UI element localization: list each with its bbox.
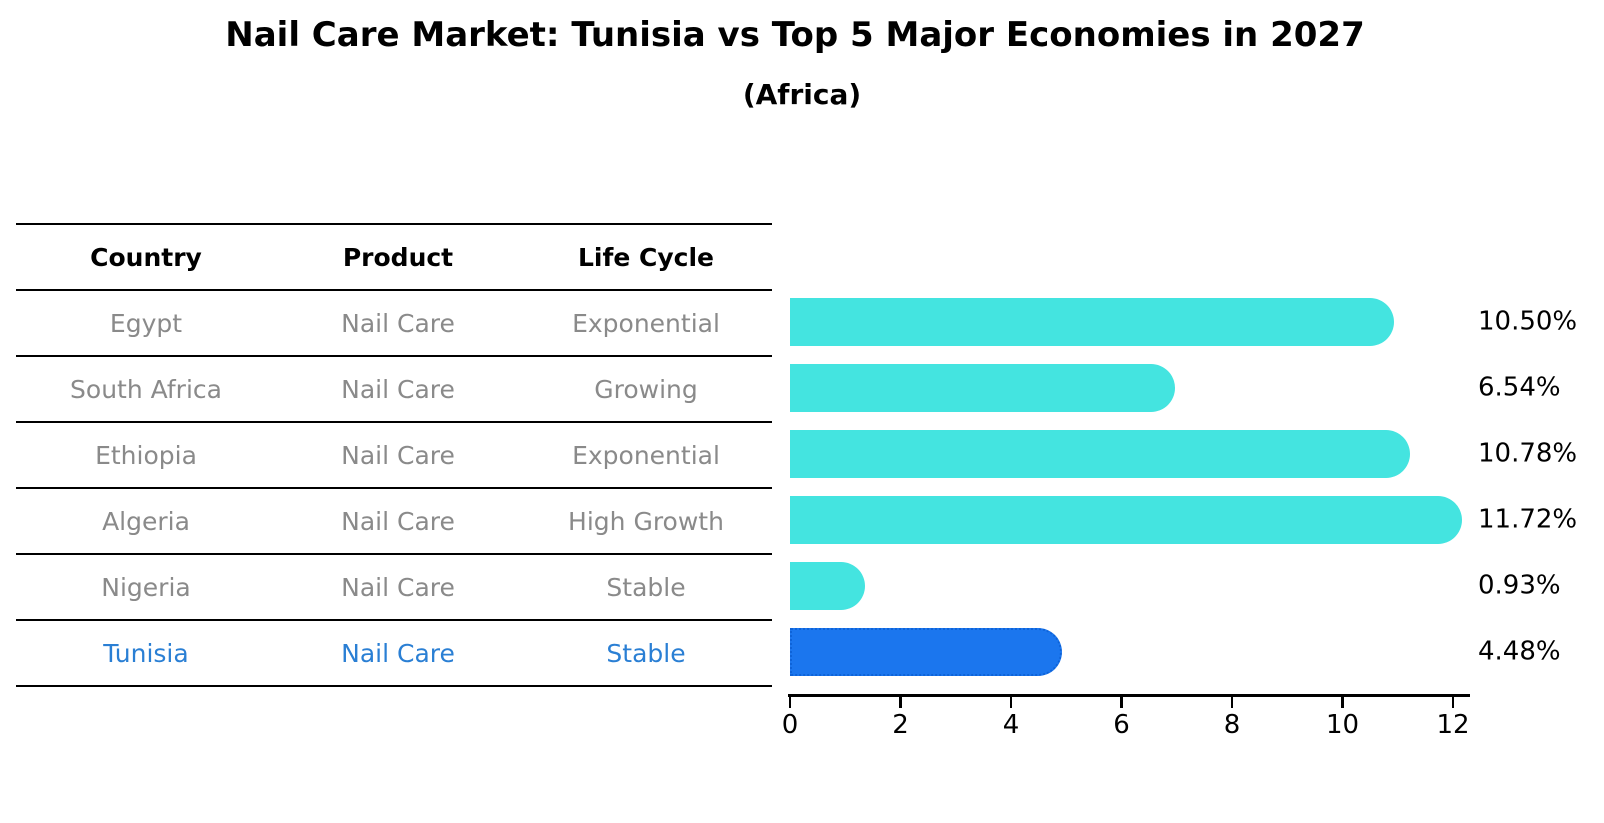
bar-row: 6.54% [790, 355, 1604, 421]
x-axis-tick-label: 4 [1002, 710, 1020, 740]
value-label: 6.54% [1478, 372, 1561, 403]
life-cycle-cell: High Growth [568, 506, 724, 536]
x-axis-tick-label: 12 [1436, 710, 1470, 740]
x-axis-tick-label: 8 [1223, 710, 1241, 740]
bar-row: 4.48% [790, 619, 1604, 685]
value-label: 0.93% [1478, 570, 1561, 601]
bar-row: 0.93% [790, 553, 1604, 619]
x-axis-tick-mark [1230, 696, 1234, 708]
x-axis-tick: 0 [760, 696, 820, 739]
table-row: Algeria Nail Care High Growth [16, 487, 772, 553]
x-axis-tick: 12 [1423, 696, 1483, 739]
x-axis: 0 2 4 6 8 10 12 [782, 694, 1470, 754]
country-cell: Algeria [102, 506, 190, 536]
table-header-row: Country Product Life Cycle [16, 223, 772, 289]
value-label: 4.48% [1478, 636, 1561, 667]
value-label: 10.78% [1478, 438, 1578, 469]
value-label: 10.50% [1478, 306, 1578, 337]
page-title: Nail Care Market: Tunisia vs Top 5 Major… [225, 15, 1365, 55]
column-header-life-cycle: Life Cycle [577, 242, 715, 272]
x-axis-tick-mark [788, 696, 792, 708]
life-cycle-cell: Exponential [572, 308, 720, 338]
x-axis-tick: 2 [871, 696, 931, 739]
table-row: South Africa Nail Care Growing [16, 355, 772, 421]
life-cycle-cell: Growing [594, 374, 698, 404]
country-cell: Tunisia [103, 638, 189, 668]
x-axis-line [788, 694, 1470, 697]
life-cycle-cell: Stable [606, 638, 686, 668]
product-cell: Nail Care [341, 506, 455, 536]
page-subtitle: (Africa) [742, 78, 862, 111]
country-cell: Nigeria [101, 572, 191, 602]
table-row: Tunisia Nail Care Stable [16, 619, 772, 685]
x-axis-tick-mark [1009, 696, 1013, 708]
value-bar [790, 430, 1410, 478]
table-row: Nigeria Nail Care Stable [16, 553, 772, 619]
x-axis-tick-mark [1120, 696, 1123, 708]
bar-row: 10.50% [790, 289, 1604, 355]
x-axis-tick: 10 [1313, 696, 1373, 739]
x-axis-tick-label: 10 [1325, 710, 1360, 740]
product-cell: Nail Care [341, 572, 455, 602]
value-bar [790, 628, 1062, 676]
column-header-product: Product [342, 242, 454, 272]
bar-row: 10.78% [790, 421, 1604, 487]
x-axis-tick: 6 [1092, 696, 1152, 739]
product-cell: Nail Care [341, 440, 455, 470]
comparison-table: Country Product Life Cycle Egypt Nail Ca… [16, 223, 772, 687]
product-cell: Nail Care [341, 374, 455, 404]
bar-chart: 10.50% 6.54% 10.78% 11.72% 0.93% 4.48% [790, 289, 1604, 685]
x-axis-tick-label: 2 [892, 710, 909, 740]
x-axis-tick-label: 0 [781, 710, 799, 740]
value-label: 11.72% [1478, 504, 1578, 535]
value-bar [790, 562, 866, 610]
column-header-country: Country [90, 242, 202, 272]
x-axis-tick-mark [1341, 696, 1344, 708]
table-row: Ethiopia Nail Care Exponential [16, 421, 772, 487]
table-row: Egypt Nail Care Exponential [16, 289, 772, 355]
life-cycle-cell: Stable [606, 572, 686, 602]
value-bar [790, 364, 1176, 412]
x-axis-tick-mark [899, 696, 902, 708]
life-cycle-cell: Exponential [572, 440, 720, 470]
product-cell: Nail Care [341, 638, 455, 668]
bar-row: 11.72% [790, 487, 1604, 553]
country-cell: Ethiopia [95, 440, 197, 470]
country-cell: South Africa [70, 374, 222, 404]
value-bar [790, 298, 1395, 346]
value-bar [790, 496, 1462, 544]
x-axis-tick-label: 6 [1113, 710, 1130, 740]
x-axis-tick-mark [1451, 696, 1455, 708]
x-axis-tick: 4 [981, 696, 1041, 739]
table-body: Egypt Nail Care Exponential South Africa… [16, 289, 772, 685]
product-cell: Nail Care [341, 308, 455, 338]
country-cell: Egypt [109, 308, 183, 338]
x-axis-tick: 8 [1202, 696, 1262, 739]
